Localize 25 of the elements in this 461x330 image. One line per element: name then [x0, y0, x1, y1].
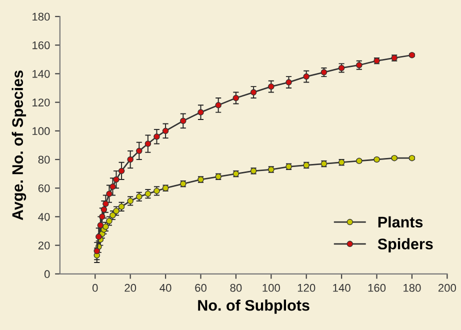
legend-label: Spiders: [378, 238, 433, 252]
y-tick-label: 40: [38, 212, 50, 221]
y-tick-label: 80: [38, 156, 50, 164]
x-tick-label: 100: [262, 284, 280, 292]
y-tick-label: 60: [38, 184, 50, 192]
x-tick-label: 40: [160, 284, 172, 292]
y-tick-label: 100: [32, 127, 50, 136]
y-axis-title: Avge. No. of Species: [12, 70, 26, 220]
y-tick-label: 0: [44, 270, 50, 278]
x-axis-title: No. of Subplots: [198, 300, 310, 314]
y-tick-label: 160: [32, 41, 50, 50]
y-tick-label: 140: [32, 70, 50, 78]
x-tick-label: 200: [438, 284, 456, 292]
y-tick-label: 180: [32, 12, 50, 21]
x-tick-label: 140: [333, 284, 350, 292]
x-tick-label: 160: [368, 284, 386, 292]
legend-label: Plants: [378, 216, 423, 228]
x-tick-label: 60: [195, 284, 206, 292]
x-tick-label: 20: [124, 284, 136, 292]
y-tick-label: 120: [32, 98, 50, 106]
y-tick-label: 20: [38, 242, 50, 250]
x-tick-label: 180: [404, 284, 421, 292]
x-tick-label: 80: [230, 284, 242, 292]
x-tick-label: 120: [298, 284, 316, 292]
x-tick-label: 0: [92, 284, 98, 292]
